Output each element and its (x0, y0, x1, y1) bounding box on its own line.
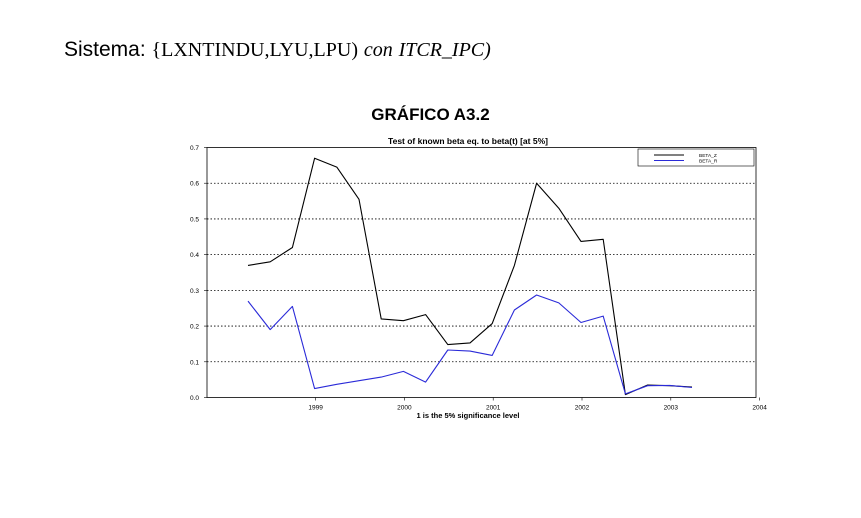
x-tick-label-3: 2002 (575, 405, 590, 412)
x-tick-label-0: 1999 (308, 405, 323, 412)
x-tick-label-4: 2003 (664, 405, 679, 412)
y-tick-label-1: 0.1 (190, 359, 199, 366)
y-tick-label-4: 0.4 (190, 252, 199, 259)
series-lines (247, 157, 693, 396)
chart-title: Test of known beta eq. to beta(t) [at 5%… (388, 136, 548, 146)
system-heading: Sistema: {LXNTINDU,LYU,LPU) con ITCR_IPC… (64, 38, 491, 62)
series-line-beta-r (247, 294, 693, 395)
x-tick-label-5: 2004 (752, 405, 767, 412)
figure-title: GRÁFICO A3.2 (371, 105, 490, 124)
x-tick-label-2: 2001 (486, 405, 501, 412)
y-tick-label-6: 0.6 (190, 181, 199, 188)
y-tick-label-0: 0.0 (190, 395, 199, 402)
system-heading-label: Sistema: (64, 38, 146, 61)
system-heading-series: ITCR_IPC) (398, 39, 491, 61)
system-heading-variables: {LXNTINDU,LYU,LPU) (151, 39, 359, 61)
y-tick-label-3: 0.3 (190, 288, 199, 295)
y-tick-label-7: 0.7 (190, 145, 199, 152)
x-axis: 1999 2000 2001 2002 2003 2004 (308, 397, 767, 412)
legend-box (637, 148, 755, 167)
system-heading-connector: con (363, 39, 393, 61)
legend-label-0: BETA_Z (699, 153, 717, 159)
y-axis: 0.0 0.1 0.2 0.3 0.4 0.5 0.6 0.7 (190, 145, 207, 402)
x-tick-label-1: 2000 (397, 405, 412, 412)
x-axis-label: 1 is the 5% significance level (417, 411, 520, 420)
legend-label-1: BETA_R (699, 159, 718, 165)
gridlines (207, 182, 756, 363)
y-tick-label-2: 0.2 (190, 324, 199, 331)
y-tick-label-5: 0.5 (190, 216, 199, 223)
plot-frame (206, 147, 757, 398)
series-line-beta-z (247, 157, 693, 396)
